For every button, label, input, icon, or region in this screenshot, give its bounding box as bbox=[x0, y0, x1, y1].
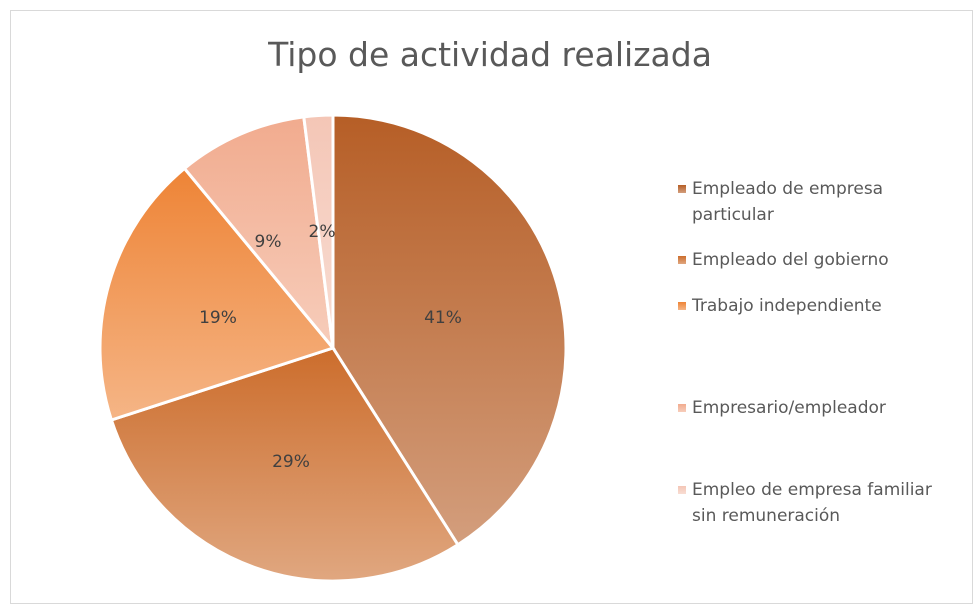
pie-slice bbox=[182, 115, 336, 353]
legend-label: Empleo de empresa familiar sin remunerac… bbox=[692, 480, 932, 526]
data-label: 2% bbox=[309, 222, 336, 242]
legend-swatch bbox=[678, 486, 686, 494]
chart-title: Tipo de actividad realizada bbox=[267, 35, 712, 74]
legend-label: Empresario/empleador bbox=[692, 398, 886, 418]
legend-entry: Empresario/empleador bbox=[678, 395, 948, 421]
pie-slice bbox=[98, 166, 336, 422]
legend-label: Empleado del gobierno bbox=[692, 250, 889, 270]
legend-swatch bbox=[678, 302, 686, 310]
data-label: 9% bbox=[255, 232, 282, 252]
legend-label: Empleado de empresa particular bbox=[692, 179, 884, 225]
legend-entry: Trabajo independiente bbox=[678, 293, 948, 319]
legend-swatch bbox=[678, 256, 686, 264]
pie-slice bbox=[302, 113, 335, 349]
legend-label: Trabajo independiente bbox=[692, 296, 882, 316]
legend-entry: Empleo de empresa familiar sin remunerac… bbox=[678, 477, 948, 529]
legend-entry: Empleado de empresa particular bbox=[678, 176, 948, 228]
legend-entry: Empleado del gobierno bbox=[678, 247, 948, 273]
legend-swatch bbox=[678, 404, 686, 412]
data-label: 41% bbox=[424, 308, 462, 328]
legend-swatch bbox=[678, 185, 686, 193]
pie-slice bbox=[109, 346, 460, 583]
data-label: 29% bbox=[272, 452, 310, 472]
data-label: 19% bbox=[199, 308, 237, 328]
